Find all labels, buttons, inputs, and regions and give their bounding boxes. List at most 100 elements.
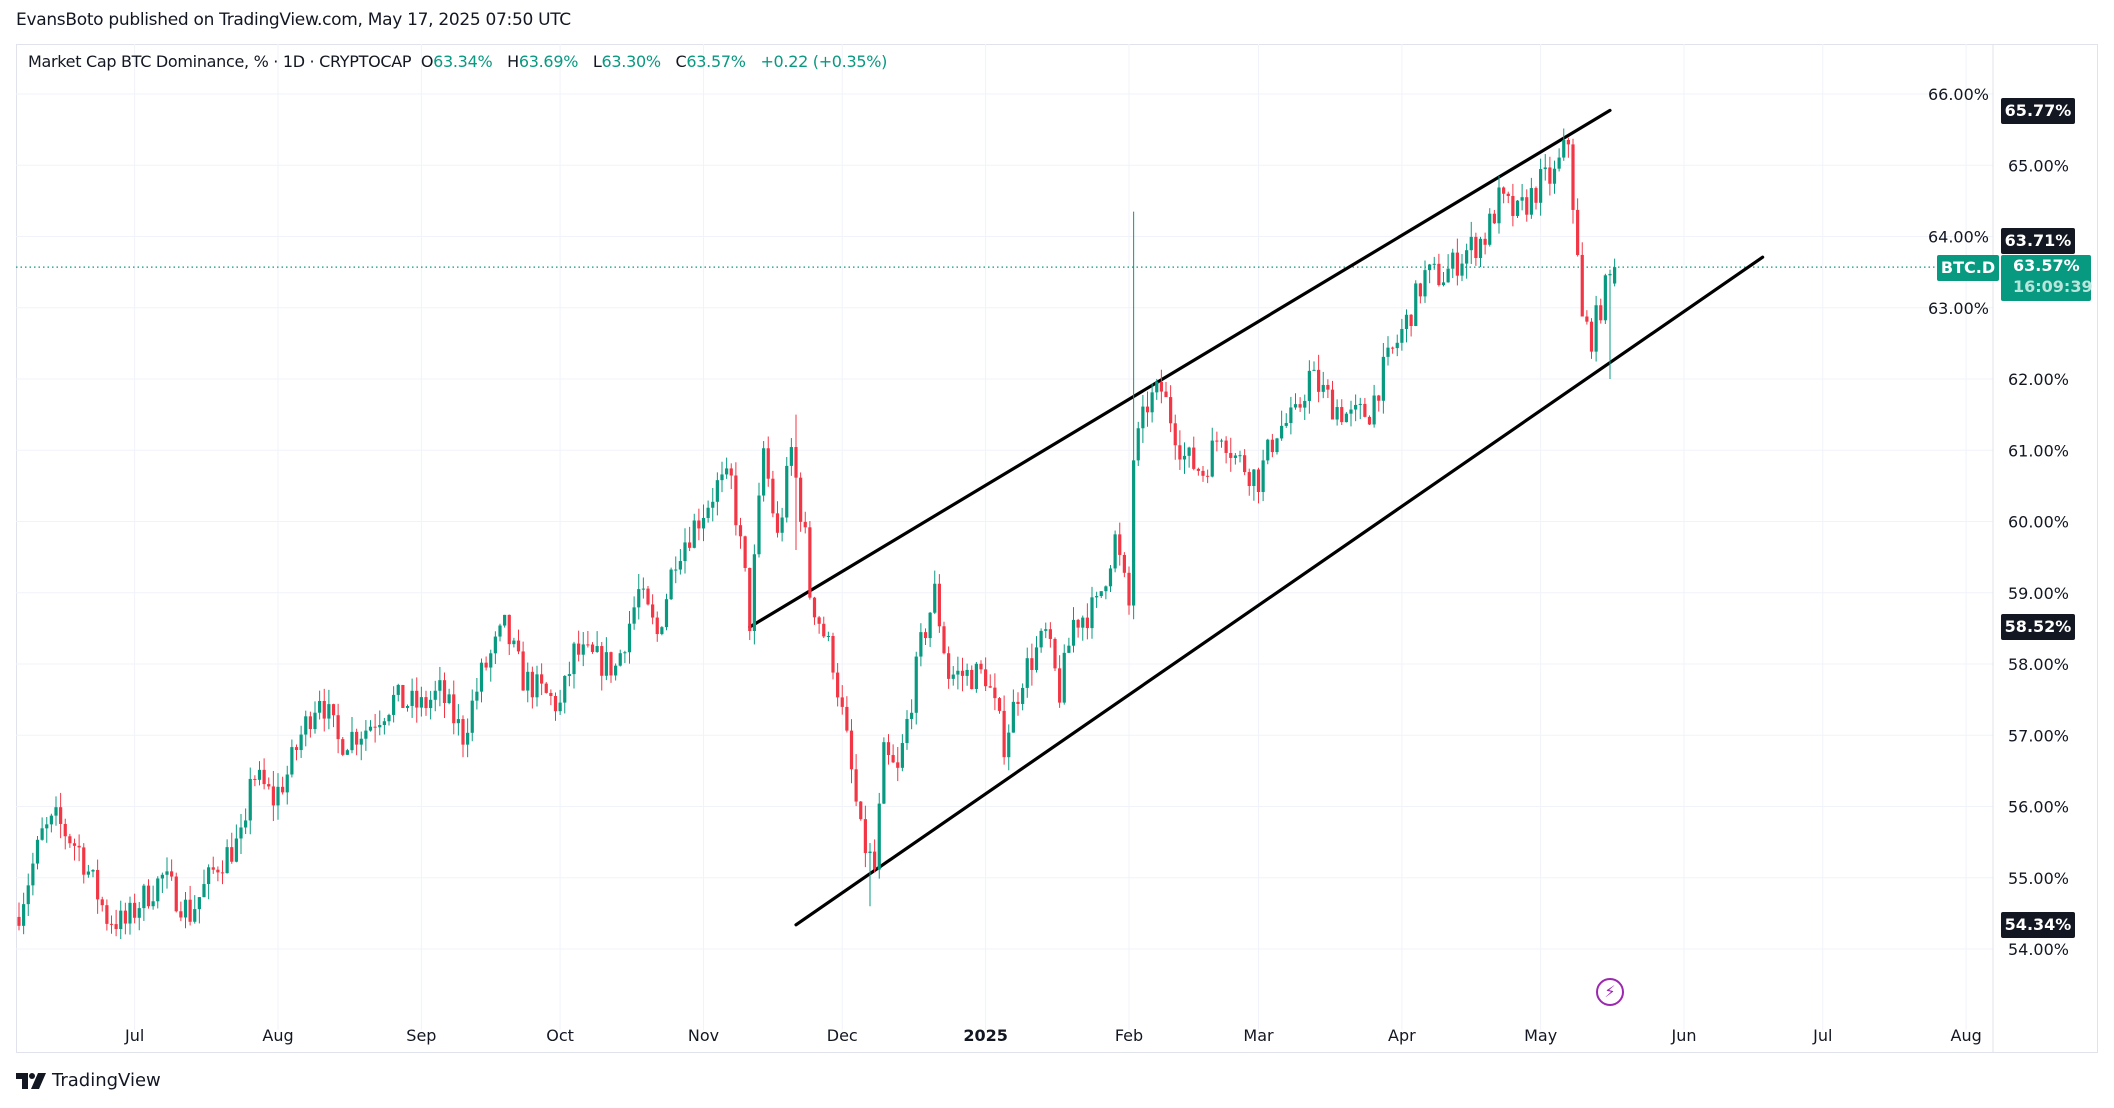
candle-body <box>567 674 571 676</box>
candle-body <box>1474 236 1478 259</box>
candle-body <box>1182 455 1187 460</box>
candle-body <box>1580 254 1584 317</box>
candle-body <box>1108 568 1113 587</box>
candle-body <box>632 607 636 624</box>
x-tick-label: Dec <box>827 1026 858 1045</box>
candle-body <box>331 704 336 716</box>
lower-trendline-start-badge: 54.34% <box>2001 912 2075 938</box>
candle-body <box>997 698 1002 711</box>
candle-body <box>1603 275 1607 321</box>
candle-body <box>697 520 701 529</box>
candle-body <box>1280 425 1284 439</box>
candle-body <box>984 669 988 687</box>
candle-body <box>133 902 137 918</box>
candle-body <box>503 614 507 626</box>
candle-body <box>350 731 354 751</box>
candle-body <box>49 815 53 825</box>
candle-body <box>933 583 937 613</box>
candle-body <box>193 909 197 922</box>
candle-body <box>581 644 585 655</box>
publish-info: EvansBoto published on TradingView.com, … <box>16 10 571 30</box>
candle-body <box>516 640 521 652</box>
candle-body <box>701 517 706 529</box>
candle-body <box>498 625 502 637</box>
candle-body <box>442 680 447 704</box>
candle-body <box>1252 469 1256 487</box>
candle-body <box>479 662 484 692</box>
candle-body <box>308 716 312 730</box>
candle-body <box>1090 597 1094 629</box>
candle-body <box>1502 187 1506 194</box>
candle-body <box>868 851 872 854</box>
candle-body <box>1589 321 1594 352</box>
candle-body <box>512 640 516 645</box>
candle-body <box>530 671 534 698</box>
candle-body <box>216 869 220 873</box>
candle-body <box>993 687 997 699</box>
lightning-icon[interactable]: ⚡ <box>1596 978 1624 1006</box>
tradingview-logo[interactable]: TradingView <box>16 1070 161 1091</box>
candle-body <box>137 908 141 918</box>
candle-body <box>160 874 164 879</box>
candle-body <box>919 632 923 657</box>
candle-body <box>285 774 289 793</box>
candle-body <box>905 718 909 744</box>
candle-body <box>817 617 821 624</box>
candle-body <box>877 803 881 870</box>
candle-body <box>257 769 262 780</box>
y-tick-label: 65.00% <box>2008 156 2069 175</box>
candle-body <box>979 663 983 670</box>
candle-body <box>1150 392 1154 413</box>
candle-body <box>1071 619 1076 646</box>
candle-body <box>1113 534 1117 569</box>
candle-body <box>456 719 460 724</box>
x-tick-label: Mar <box>1243 1026 1274 1045</box>
lower-channel-trendline <box>794 255 1765 927</box>
candle-body <box>336 715 340 740</box>
candle-body <box>1178 445 1182 460</box>
candle-body <box>614 665 618 676</box>
candle-body <box>748 567 752 632</box>
candle-body <box>956 670 960 675</box>
candle-body <box>1081 617 1085 628</box>
x-tick-label: May <box>1524 1026 1557 1045</box>
candle-body <box>618 653 622 666</box>
candle-body <box>109 923 114 925</box>
candle-body <box>558 702 562 712</box>
candle-body <box>1196 468 1200 471</box>
candle-body <box>1571 144 1575 210</box>
candle-body <box>146 885 151 907</box>
candle-body <box>239 827 243 839</box>
candle-body <box>1381 356 1385 401</box>
candle-body <box>507 614 511 645</box>
candle-body <box>1478 238 1483 259</box>
candle-body <box>803 521 807 528</box>
candle-body <box>1432 263 1436 265</box>
candle-body <box>304 716 308 735</box>
lower-trendline-end-badge: 63.71% <box>2001 228 2075 254</box>
candle-body <box>1400 328 1404 343</box>
candle-body <box>1044 629 1048 631</box>
candle-body <box>1233 455 1237 458</box>
candle-body <box>882 742 886 804</box>
candle-body <box>151 901 155 907</box>
candle-body <box>1599 305 1603 321</box>
candle-body <box>1576 209 1580 255</box>
candle-body <box>1141 406 1145 429</box>
candle-body <box>234 838 238 862</box>
candle-body <box>1243 455 1247 473</box>
candle-body <box>1391 347 1395 349</box>
candle-body <box>419 697 423 708</box>
candle-body <box>799 477 803 522</box>
candle-body <box>822 623 826 637</box>
candle-body <box>1460 263 1464 276</box>
candle-body <box>91 869 95 872</box>
candle-body <box>540 674 544 684</box>
symbol-label: BTC.D <box>1937 255 1999 281</box>
y-tick-label: 62.00% <box>2008 370 2069 389</box>
candle-body <box>211 867 215 870</box>
candle-body <box>230 847 234 862</box>
upper-channel-trendline <box>748 108 1612 629</box>
candle-body <box>1095 596 1099 598</box>
